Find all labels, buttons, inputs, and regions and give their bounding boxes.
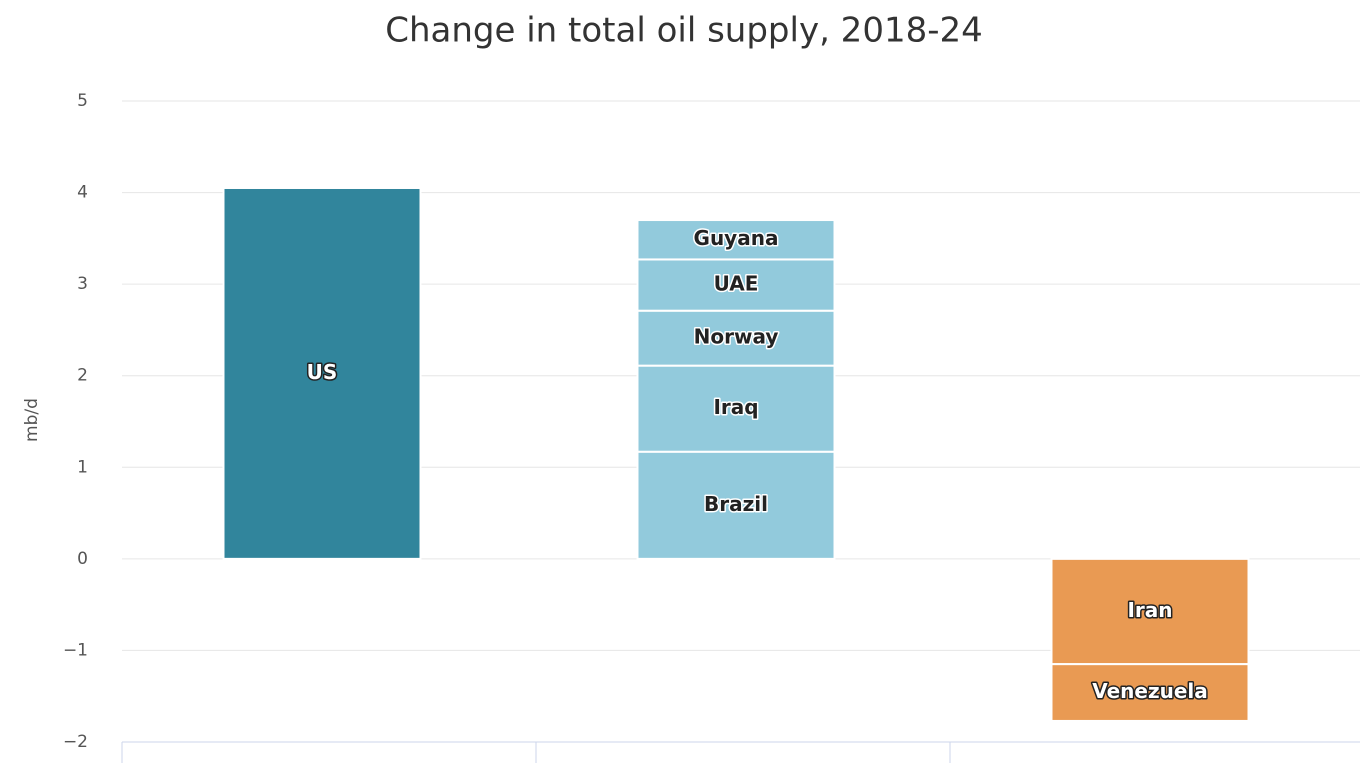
- bar-segment: [636, 258, 836, 312]
- bar-segment: [636, 450, 836, 560]
- segment-label: Iraq: [713, 395, 758, 419]
- y-tick-label: 0: [77, 549, 88, 569]
- segment-label: Venezuela: [1092, 679, 1208, 703]
- bar-segment: [222, 186, 422, 560]
- chart-title: Change in total oil supply, 2018-24: [385, 11, 983, 51]
- segment-label: Guyana: [694, 226, 779, 250]
- y-tick-label: 1: [77, 457, 88, 477]
- y-tick-label: 5: [77, 91, 88, 111]
- y-axis-label: mb/d: [22, 398, 42, 442]
- bar-segment: [1050, 663, 1250, 722]
- y-tick-label: 4: [77, 183, 88, 203]
- segment-label: US: [307, 360, 338, 384]
- segment-label: UAE: [714, 272, 759, 296]
- bar-segment: [636, 219, 836, 261]
- bar-segment: [636, 309, 836, 367]
- y-tick-label: −2: [63, 732, 88, 752]
- bar-segment: [1050, 557, 1250, 666]
- bar-segment: [636, 364, 836, 453]
- y-tick-label: −1: [63, 640, 88, 660]
- y-tick-label: 3: [77, 274, 88, 294]
- segment-label: Brazil: [704, 492, 768, 516]
- y-tick-label: 2: [77, 366, 88, 386]
- segment-label: Iran: [1127, 598, 1172, 622]
- segment-label: Norway: [694, 325, 779, 349]
